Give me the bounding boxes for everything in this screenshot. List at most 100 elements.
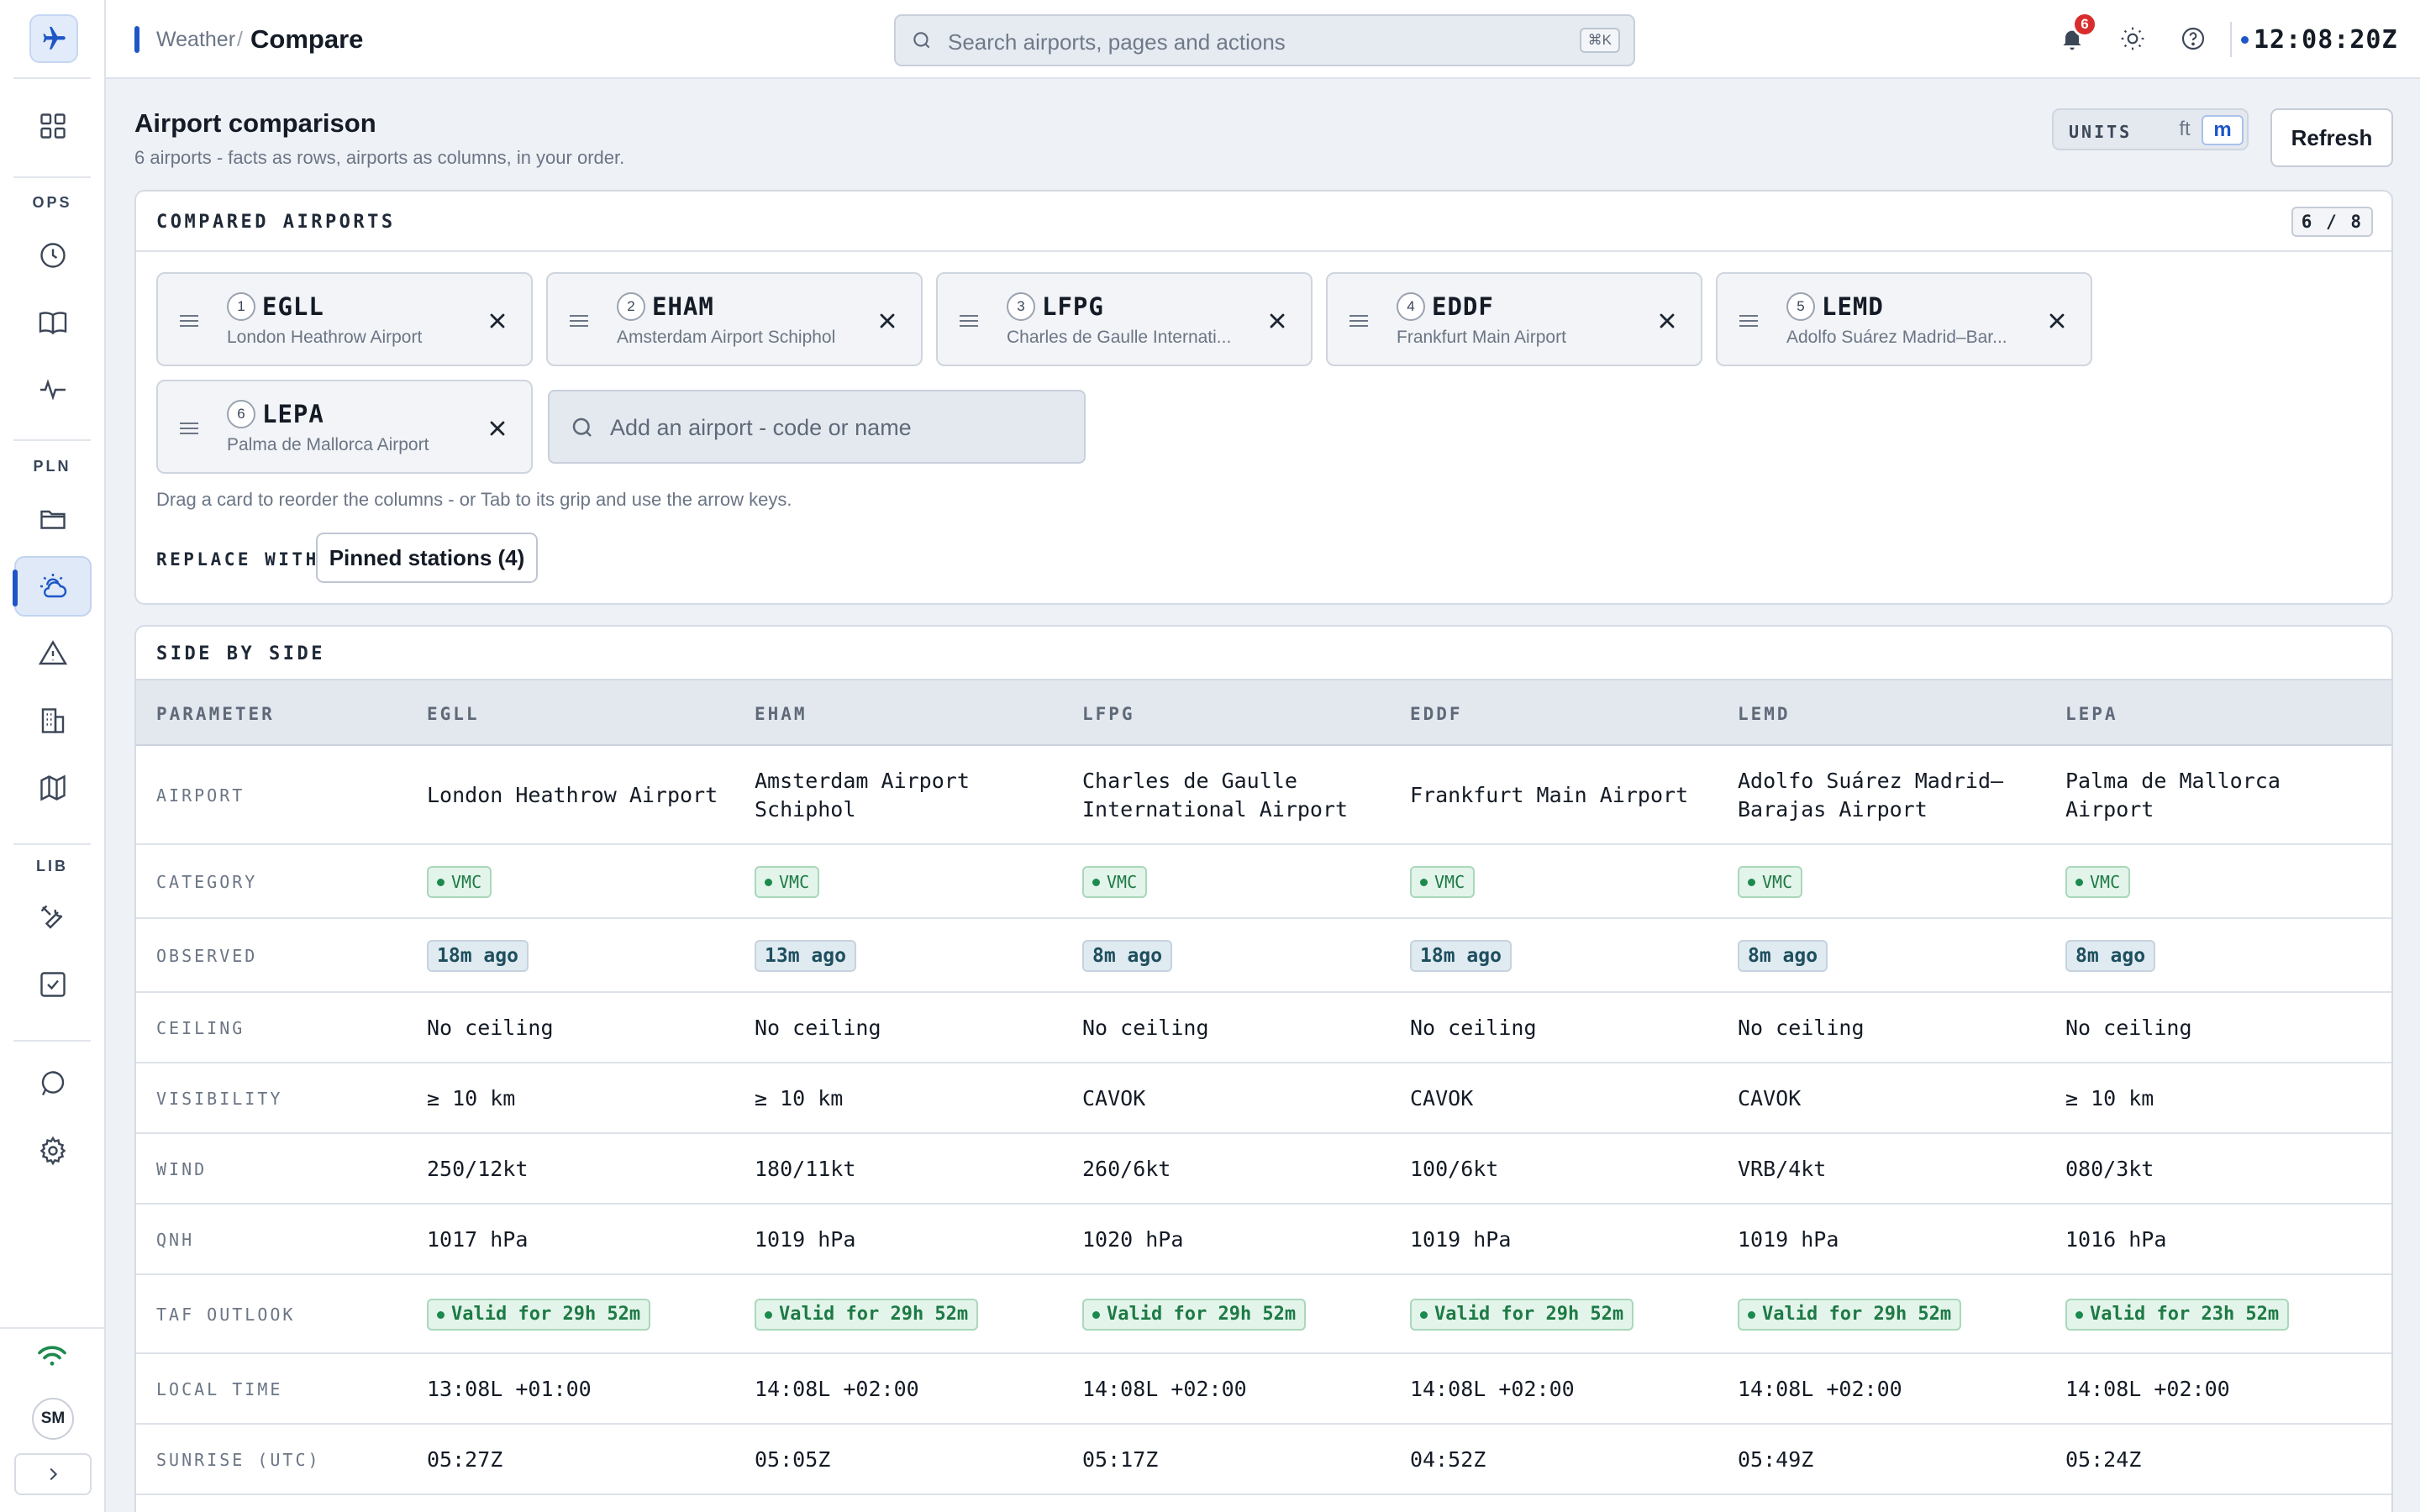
breadcrumb-separator: /	[237, 28, 243, 51]
flight-category-badge: VMC	[755, 866, 820, 898]
row-label: AIRPORT	[156, 785, 245, 806]
table-row-local-time: LOCAL TIME 13:08L +01:00 14:08L +02:00 14:0…	[136, 1354, 2391, 1425]
table-row-visibility: VISIBILITY ≥ 10 km ≥ 10 km CAVOK CAVOK CAVOK ≥…	[136, 1063, 2391, 1134]
nav-logbook[interactable]	[14, 292, 92, 353]
nav-folders[interactable]	[14, 489, 92, 549]
badge-text: VMC	[451, 872, 482, 892]
drag-handle-icon[interactable]	[178, 420, 200, 441]
airport-order-number: 6	[227, 400, 255, 428]
airport-card-egll[interactable]: 1 EGLL London Heathrow Airport	[156, 272, 533, 366]
status-dot	[1748, 1310, 1755, 1319]
remove-airport-button[interactable]	[1654, 307, 1681, 334]
drag-handle-icon[interactable]	[568, 312, 590, 333]
badge-text: Valid for 23h 52m	[2090, 1304, 2280, 1325]
nav-alerts[interactable]	[14, 623, 92, 684]
chevron-right-icon	[50, 1467, 58, 1481]
airport-card-lepa[interactable]: 6 LEPA Palma de Mallorca Airport	[156, 380, 533, 474]
remove-airport-button[interactable]	[874, 307, 901, 334]
close-icon	[2049, 313, 2065, 328]
pinned-stations-button[interactable]: Pinned stations (4)	[316, 533, 538, 583]
add-airport-input[interactable]: Add an airport - code or name	[548, 390, 1086, 464]
nav-checklists[interactable]	[14, 954, 92, 1015]
table-row-airport: AIRPORT London Heathrow Airport Amsterdam …	[136, 746, 2391, 845]
drag-handle-icon[interactable]	[1738, 312, 1760, 333]
table-row-sunrise: SUNRISE (UTC) 05:27Z 05:05Z 05:17Z 04:52Z 05:…	[136, 1425, 2391, 1495]
badge-text: Valid for 29h 52m	[779, 1304, 969, 1325]
remove-airport-button[interactable]	[484, 307, 511, 334]
help-button[interactable]	[2176, 22, 2210, 55]
airport-card-lemd[interactable]: 5 LEMD Adolfo Suárez Madrid–Bar...	[1716, 272, 2092, 366]
airport-card-lfpg[interactable]: 3 LFPG Charles de Gaulle Internati...	[936, 272, 1313, 366]
rail-divider	[13, 439, 91, 441]
status-dot	[1420, 878, 1428, 886]
compared-airports-panel: COMPARED AIRPORTS 6 / 8 1 EGLL London Heat…	[134, 190, 2393, 605]
unit-ft-option[interactable]: ft	[2179, 118, 2191, 140]
panel-divider	[136, 250, 2391, 252]
table-cell: 14:08L +02:00	[1410, 1377, 1575, 1401]
flight-category-badge: VMC	[1738, 866, 1803, 898]
column-header-parameter: PARAMETER	[156, 704, 275, 724]
nav-activity[interactable]	[14, 360, 92, 420]
observation-age-badge: 8m ago	[2065, 940, 2156, 972]
utc-clock: 12:08:20Z	[2254, 25, 2398, 55]
row-label: LOCAL TIME	[156, 1379, 283, 1399]
table-cell: 100/6kt	[1410, 1157, 1499, 1181]
drag-handle-icon[interactable]	[1348, 312, 1370, 333]
building-icon	[41, 708, 65, 733]
section-label-lib: LIB	[36, 858, 68, 874]
theme-toggle-button[interactable]	[2116, 22, 2149, 55]
breadcrumb-weather[interactable]: Weather	[156, 28, 236, 51]
table-row-qnh: QNH 1017 hPa 1019 hPa 1020 hPa 1019 hPa 1019 …	[136, 1205, 2391, 1275]
taf-validity-badge: Valid for 29h 52m	[755, 1299, 979, 1331]
drag-handle-icon[interactable]	[178, 312, 200, 333]
drag-handle-icon[interactable]	[958, 312, 980, 333]
status-dot	[765, 1310, 772, 1319]
flight-category-badge: VMC	[1082, 866, 1148, 898]
airport-count-badge: 6 / 8	[2291, 207, 2373, 237]
airport-card-eham[interactable]: 2 EHAM Amsterdam Airport Schiphol	[546, 272, 923, 366]
nav-facilities[interactable]	[14, 690, 92, 751]
table-row-category: CATEGORY VMC VMC VMC VMC VMC VMC	[136, 845, 2391, 919]
taf-validity-badge: Valid for 29h 52m	[1082, 1299, 1307, 1331]
global-search[interactable]: Search airports, pages and actions ⌘K	[894, 14, 1635, 66]
remove-airport-button[interactable]	[484, 415, 511, 442]
unit-m-option[interactable]: m	[2202, 115, 2244, 145]
search-icon	[572, 417, 592, 437]
nav-messages[interactable]	[14, 1053, 92, 1114]
nav-history[interactable]	[14, 225, 92, 286]
observation-age-badge: 8m ago	[1738, 940, 1828, 972]
folder-icon	[40, 510, 66, 529]
remove-airport-button[interactable]	[2044, 307, 2070, 334]
rail-divider	[0, 1327, 104, 1329]
nav-weather[interactable]	[13, 556, 92, 617]
airport-card-eddf[interactable]: 4 EDDF Frankfurt Main Airport	[1326, 272, 1702, 366]
close-icon	[1270, 313, 1285, 328]
nav-settings[interactable]	[14, 1121, 92, 1181]
clock-status-dot	[2241, 36, 2249, 44]
airport-code: EHAM	[652, 292, 714, 321]
airport-code: LFPG	[1042, 292, 1104, 321]
table-row-observed: OBSERVED 18m ago 13m ago 8m ago 18m ago 8m ag…	[136, 919, 2391, 993]
status-dot	[1092, 878, 1100, 886]
chat-icon	[41, 1071, 65, 1096]
table-cell: 14:08L +02:00	[755, 1377, 919, 1401]
nav-tools[interactable]	[14, 887, 92, 948]
avatar[interactable]: SM	[32, 1398, 74, 1440]
expand-rail-button[interactable]	[14, 1453, 92, 1495]
status-dot	[1092, 1310, 1100, 1319]
nav-dashboard[interactable]	[14, 96, 92, 156]
nav-map[interactable]	[14, 758, 92, 818]
rail-divider	[13, 843, 91, 845]
row-label: CATEGORY	[156, 872, 258, 892]
app-logo[interactable]	[29, 14, 78, 63]
refresh-button[interactable]: Refresh	[2270, 108, 2393, 167]
search-placeholder: Search airports, pages and actions	[948, 29, 1286, 55]
airport-name: London Heathrow Airport	[227, 328, 423, 347]
rail-divider	[13, 1040, 91, 1042]
remove-airport-button[interactable]	[1264, 307, 1291, 334]
add-airport-placeholder: Add an airport - code or name	[610, 415, 912, 440]
table-cell: 13:08L +01:00	[427, 1377, 592, 1401]
badge-text: Valid for 29h 52m	[1762, 1304, 1952, 1325]
table-cell: 05:05Z	[755, 1447, 831, 1472]
table-cell: 1020 hPa	[1082, 1227, 1184, 1252]
